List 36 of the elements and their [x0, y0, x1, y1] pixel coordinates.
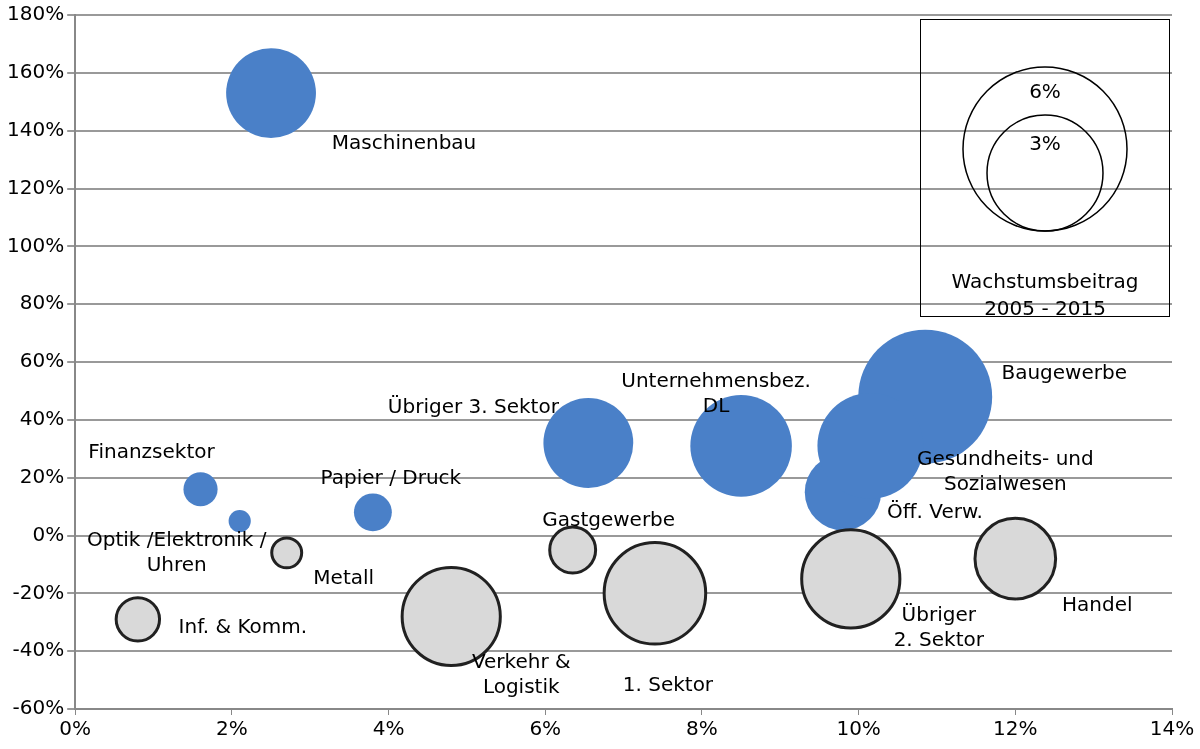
- y-tick-label: -20%: [12, 579, 65, 604]
- legend-label: 3%: [1029, 131, 1061, 156]
- y-tick-label: 180%: [6, 1, 65, 26]
- series-label: Finanzsektor: [88, 439, 216, 464]
- legend-label: 6%: [1029, 79, 1061, 104]
- x-tick-label: 4%: [372, 716, 405, 741]
- y-tick-label: 60%: [19, 348, 65, 373]
- series-label: Maschinenbau: [331, 130, 477, 155]
- y-tick-label: 0%: [32, 521, 65, 546]
- series-label: Optik /Elektronik / Uhren: [87, 526, 267, 576]
- series-label: Inf. & Komm.: [178, 613, 308, 638]
- series-label: 1. Sektor: [622, 671, 714, 696]
- series-label: Gastgewerbe: [542, 507, 676, 532]
- series-label: Handel: [1062, 591, 1133, 616]
- x-tick-label: 10%: [836, 716, 881, 741]
- y-tick-label: 120%: [6, 174, 65, 199]
- y-tick-label: 40%: [19, 406, 65, 431]
- x-tick-label: 2%: [216, 716, 248, 741]
- y-tick-label: 160%: [6, 59, 65, 84]
- series-label: Verkehr & Logistik: [471, 649, 571, 699]
- y-tick-label: 80%: [19, 290, 65, 315]
- series-label: Papier / Druck: [320, 464, 462, 489]
- x-tick-label: 8%: [686, 716, 718, 741]
- y-tick-label: 20%: [19, 463, 65, 488]
- y-tick-label: 100%: [6, 232, 65, 257]
- series-label: Übriger 2. Sektor: [893, 601, 985, 651]
- x-tick-label: 12%: [993, 716, 1038, 741]
- y-tick-label: -40%: [12, 637, 65, 662]
- series-label: Metall: [313, 565, 375, 590]
- x-tick-label: 14%: [1149, 716, 1195, 741]
- series-label: Übriger 3. Sektor: [387, 394, 560, 419]
- series-label: Baugewerbe: [1001, 359, 1127, 384]
- series-label: Öff. Verw.: [887, 499, 983, 524]
- y-tick-label: 140%: [6, 116, 65, 141]
- legend-title: Wachstumsbeitrag 2005 - 2015: [951, 269, 1139, 321]
- x-tick-label: 6%: [529, 716, 562, 741]
